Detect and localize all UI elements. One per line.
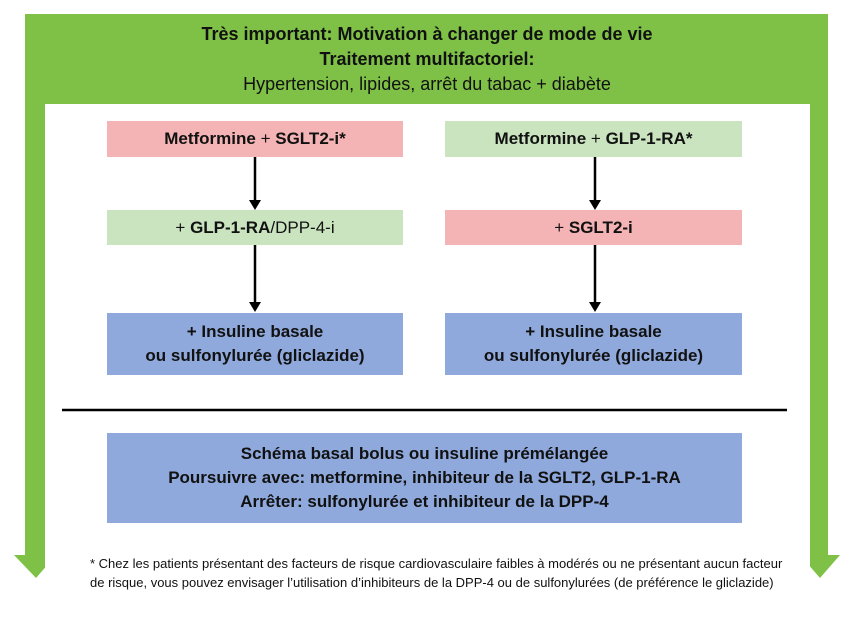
header-items: Hypertension, lipides, arrêt du tabac + … [243,74,611,94]
right-step1-plus: + [590,129,601,148]
left-step1-plus: + [260,129,271,148]
left-step1-sglt2: SGLT2-i* [275,129,346,148]
right-step1-metformine: Metformine [494,129,587,148]
left-step3-line1: + Insuline basale [186,322,324,341]
footnote: * Chez les patients présentant des facte… [90,556,783,590]
green-frame-arrow [14,14,840,578]
right-step2-sglt2: SGLT2-i [568,217,633,237]
header-title: Très important: Motivation à changer de … [201,24,653,44]
left-step1-metformine: Metformine [164,129,256,148]
left-step3-box: + Insuline basale ou sulfonylurée (glicl… [107,313,403,375]
bottom-line2: Poursuivre avec: metformine, inhibiteur … [168,468,681,487]
left-step2-box: + GLP-1-RA/DPP-4-i [107,210,403,245]
right-step3-box: + Insuline basale ou sulfonylurée (glicl… [445,313,742,375]
right-step1-glp1: GLP-1-RA* [605,129,693,148]
bottom-step-box: Schéma basal bolus ou insuline prémélang… [107,433,742,523]
right-step1-box: Metformine + GLP-1-RA* [445,121,742,157]
right-step2-plus: + [554,217,565,237]
bottom-line3: Arrêter: sulfonylurée et inhibiteur de l… [240,492,609,511]
left-step2-plus: + [175,217,186,237]
right-arrows [589,157,601,312]
left-step1-box: Metformine + SGLT2-i* [107,121,403,157]
right-step2-box: + SGLT2-i [445,210,742,245]
header-text: Très important: Motivation à changer de … [110,22,744,97]
left-step2-glp1: GLP-1-RA [190,217,271,237]
left-arrows [249,157,261,312]
header-subtitle: Traitement multifactoriel: [319,49,535,69]
bottom-line1: Schéma basal bolus ou insuline prémélang… [240,444,609,463]
right-step3-line2: ou sulfonylurée (gliclazide) [483,346,704,365]
right-step3-line1: + Insuline basale [525,322,662,341]
left-step3-line2: ou sulfonylurée (gliclazide) [145,346,365,365]
left-step2-dpp4: /DPP-4-i [270,217,335,237]
